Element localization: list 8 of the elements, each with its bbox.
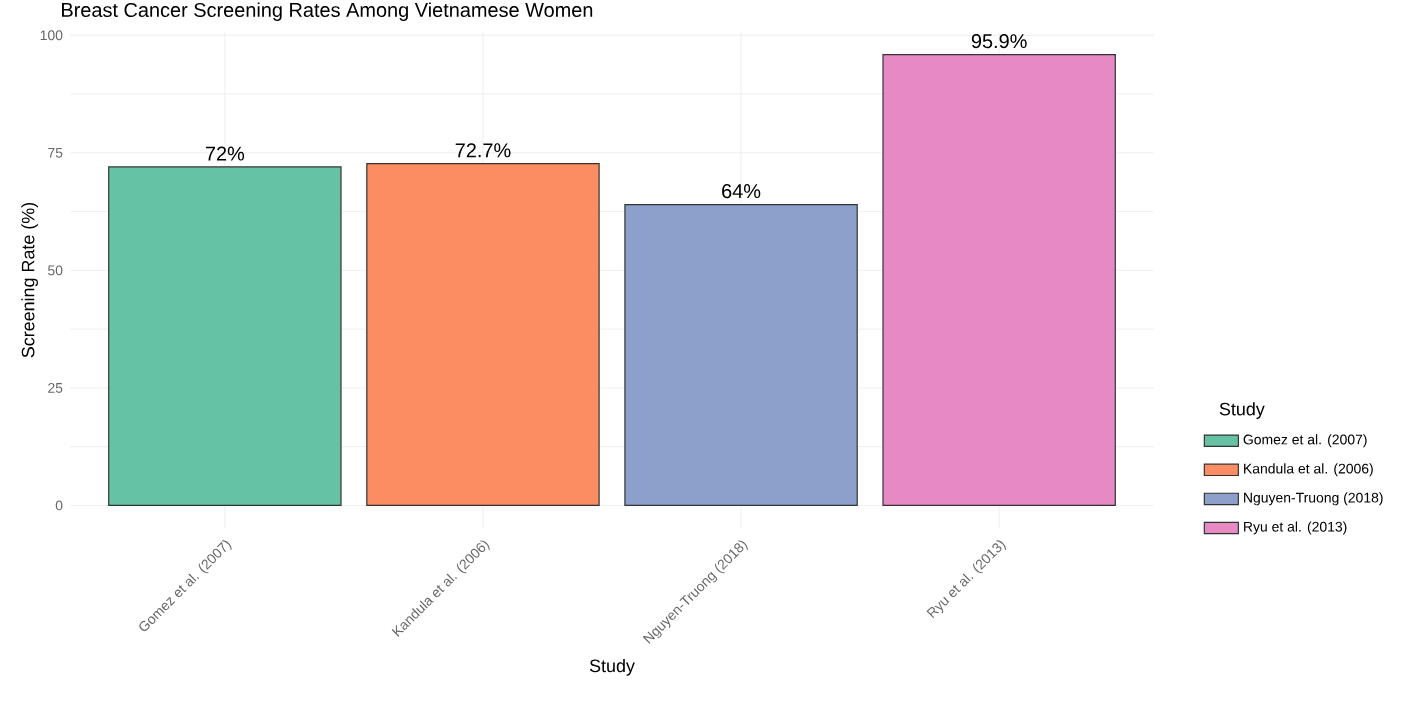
y-axis-title: Screening Rate (%) [21,202,38,358]
chart-title: Breast Cancer Screening Rates Among Vietnamese Women [62,2,593,21]
data-label: 72.7% [455,143,511,158]
legend-title: Study [1219,402,1265,419]
data-label: 95.9% [971,34,1027,49]
data-label: 72% [205,146,245,161]
x-axis-title: Study [589,659,635,676]
data-label: 64% [722,184,761,199]
